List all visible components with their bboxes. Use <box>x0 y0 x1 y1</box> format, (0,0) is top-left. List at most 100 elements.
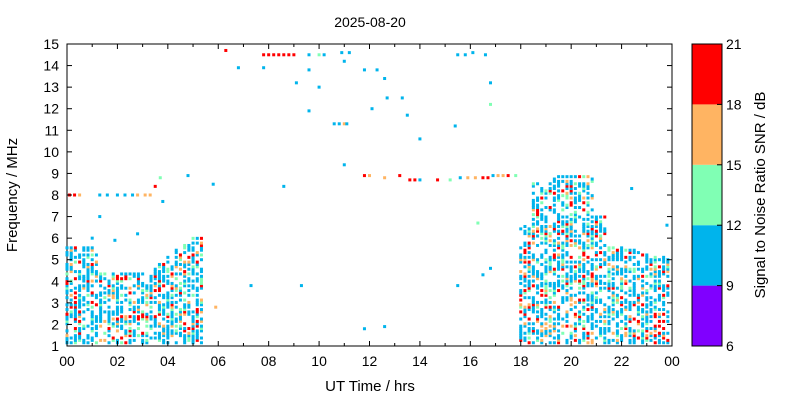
data-point <box>120 324 124 328</box>
data-point <box>565 338 569 342</box>
data-point <box>153 274 157 278</box>
data-point <box>573 277 577 281</box>
data-point <box>603 229 607 233</box>
data-point <box>624 331 628 335</box>
data-point <box>527 227 531 231</box>
data-point <box>157 274 161 278</box>
data-point <box>611 272 615 276</box>
data-point <box>195 262 199 266</box>
data-point <box>557 341 561 345</box>
data-point <box>111 324 115 328</box>
data-point <box>183 303 187 307</box>
data-point <box>569 203 573 207</box>
data-point <box>641 338 645 342</box>
data-point <box>607 258 611 262</box>
data-point <box>466 176 470 180</box>
data-point <box>115 298 119 302</box>
data-point <box>599 315 603 319</box>
data-point <box>149 274 153 278</box>
data-point <box>540 293 544 297</box>
data-point <box>400 96 404 100</box>
data-point <box>573 260 577 264</box>
data-point <box>162 284 166 288</box>
data-point <box>611 265 615 269</box>
x-tick-label: 04 <box>160 353 176 369</box>
data-point <box>620 312 624 316</box>
data-point <box>82 338 86 342</box>
data-point <box>603 308 607 312</box>
data-point <box>594 274 598 278</box>
data-point <box>107 317 111 321</box>
data-point <box>111 312 115 316</box>
data-point <box>398 174 402 178</box>
data-point <box>649 315 653 319</box>
data-point <box>99 312 103 316</box>
data-point <box>565 175 569 179</box>
data-point <box>544 196 548 200</box>
data-point <box>86 336 90 340</box>
data-point <box>124 317 128 321</box>
data-point <box>170 300 174 304</box>
data-point <box>157 265 161 269</box>
data-point <box>557 322 561 326</box>
data-point <box>582 270 586 274</box>
data-point <box>170 296 174 300</box>
data-point <box>586 196 590 200</box>
data-point <box>565 191 569 195</box>
data-point <box>272 53 276 57</box>
data-point <box>94 331 98 335</box>
data-point <box>187 293 191 297</box>
data-point <box>666 265 670 269</box>
data-point <box>195 300 199 304</box>
data-point <box>586 281 590 285</box>
data-point <box>653 305 657 309</box>
data-point <box>69 246 73 250</box>
data-point <box>94 341 98 345</box>
data-point <box>183 305 187 309</box>
data-point <box>599 251 603 255</box>
data-point <box>157 312 161 316</box>
data-point <box>162 262 166 266</box>
data-point <box>519 293 523 297</box>
data-point <box>195 308 199 312</box>
data-point <box>544 270 548 274</box>
data-point <box>82 260 86 264</box>
data-point <box>536 208 540 212</box>
data-point <box>552 258 556 262</box>
data-point <box>322 53 326 57</box>
data-point <box>174 305 178 309</box>
data-point <box>544 206 548 210</box>
data-point <box>531 203 535 207</box>
data-point <box>166 334 170 338</box>
data-point <box>523 272 527 276</box>
data-point <box>573 206 577 210</box>
data-point <box>73 312 77 316</box>
data-point <box>586 187 590 191</box>
data-point <box>519 246 523 250</box>
data-point <box>620 277 624 281</box>
data-point <box>90 329 94 333</box>
data-point <box>183 341 187 345</box>
data-point <box>128 303 132 307</box>
data-point <box>665 223 669 227</box>
data-point <box>607 248 611 252</box>
data-point <box>187 243 191 247</box>
data-point <box>65 291 69 295</box>
data-point <box>666 293 670 297</box>
data-point <box>115 317 119 321</box>
data-point <box>624 265 628 269</box>
data-point <box>536 196 540 200</box>
data-point <box>187 279 191 283</box>
data-point <box>157 305 161 309</box>
data-point <box>149 305 153 309</box>
data-point <box>624 291 628 295</box>
data-point <box>166 329 170 333</box>
data-point <box>191 279 195 283</box>
data-point <box>544 322 548 326</box>
data-point <box>540 322 544 326</box>
data-point <box>544 241 548 245</box>
data-point <box>527 317 531 321</box>
data-point <box>620 284 624 288</box>
data-point <box>531 296 535 300</box>
data-point <box>157 262 161 266</box>
